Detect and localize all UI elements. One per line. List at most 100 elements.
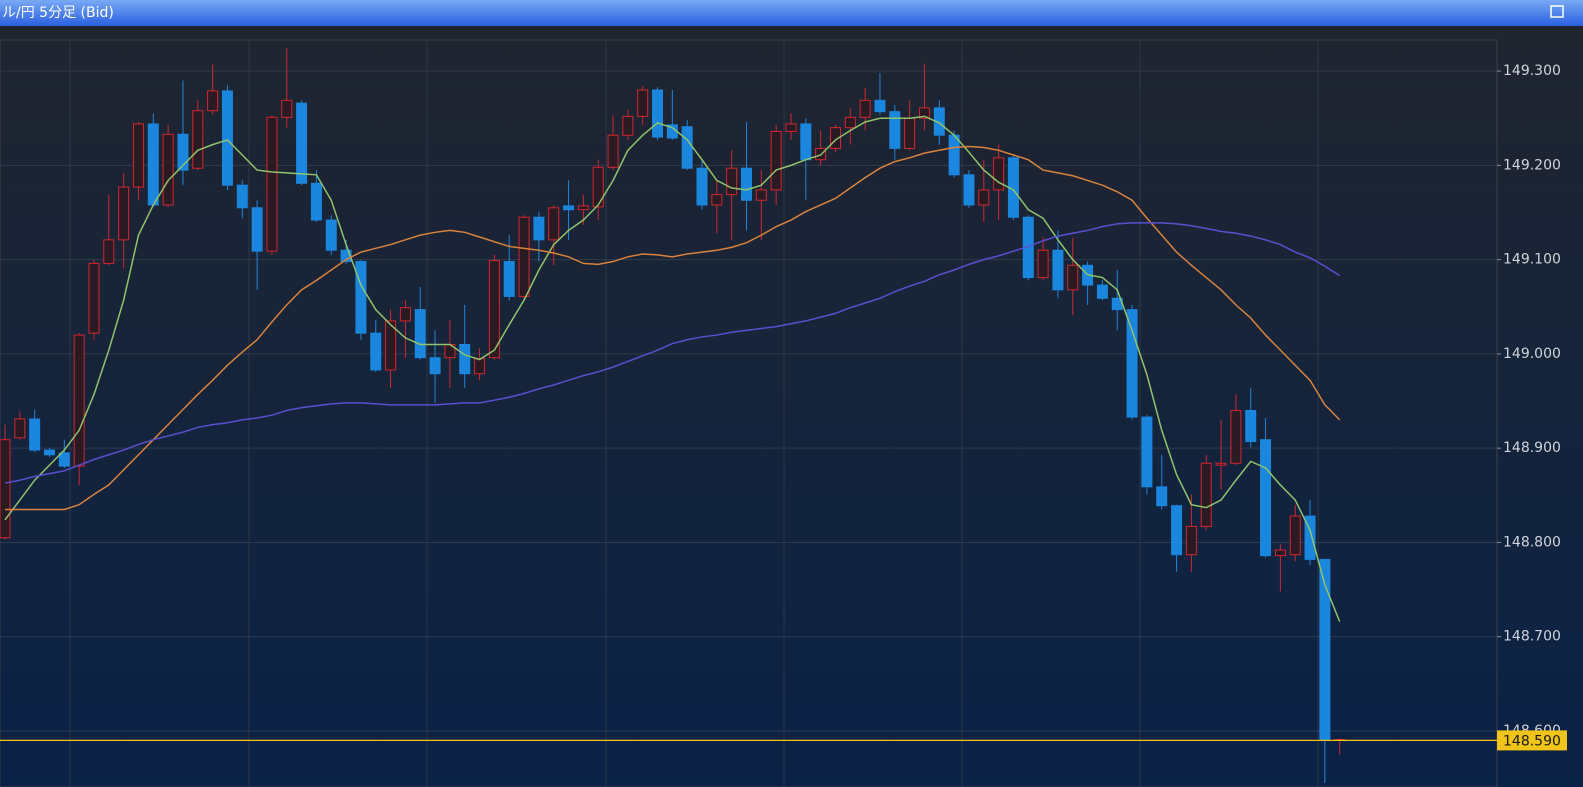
candle-body — [518, 216, 530, 297]
candle-body — [1215, 462, 1227, 466]
candle-body — [829, 127, 841, 149]
y-tick-label: 149.200 — [1503, 157, 1561, 173]
candle-body — [1037, 249, 1049, 279]
candle-body — [800, 123, 812, 161]
candle-body — [918, 107, 930, 119]
candle-body — [904, 117, 916, 149]
candle-body — [385, 320, 397, 371]
candle-body — [711, 194, 723, 206]
candle-body — [755, 189, 767, 201]
candle-body — [340, 249, 352, 263]
candle-body — [1096, 284, 1108, 299]
candle-body — [948, 134, 960, 176]
candle-body — [29, 418, 41, 451]
candle-body — [177, 133, 189, 171]
moving-average-line — [4, 222, 1341, 484]
moving-average-line — [4, 115, 1341, 622]
candle-body — [266, 116, 278, 252]
candle-body — [993, 157, 1005, 191]
candle-body — [844, 116, 856, 129]
candle-body — [1052, 249, 1064, 291]
y-tick-label: 148.800 — [1503, 534, 1561, 550]
candle-body — [607, 134, 619, 168]
candle-body — [770, 130, 782, 191]
time-grid — [69, 40, 1319, 787]
candle-body — [459, 343, 471, 375]
candle-body — [963, 174, 975, 206]
candle-body — [118, 186, 130, 241]
candle-body — [696, 167, 708, 206]
candle-body — [370, 332, 382, 371]
candle-body — [1304, 515, 1316, 560]
candle-body — [147, 123, 159, 206]
candle-body — [1230, 409, 1242, 464]
candle-body — [859, 99, 871, 118]
candle-body — [889, 111, 901, 149]
candle-body — [474, 358, 486, 375]
candle-body — [355, 261, 367, 334]
last-price-label: 148.590 — [1503, 733, 1561, 749]
chart-title: ドル/円 5分足 (Bid) — [0, 5, 114, 21]
last-price-tag — [1497, 730, 1567, 751]
candle-body — [0, 439, 11, 539]
candle-body — [1067, 264, 1079, 291]
candle-body — [726, 167, 738, 196]
candle-body — [577, 205, 589, 211]
candle-body — [592, 166, 604, 208]
candle-body — [785, 123, 797, 132]
candle-body — [1185, 525, 1197, 556]
candle-body — [236, 184, 248, 209]
candle-body — [681, 126, 693, 169]
candle-body — [533, 216, 545, 241]
candle-body — [563, 205, 575, 211]
title-bar — [0, 0, 1583, 26]
candle-body — [488, 260, 500, 359]
candle-body — [637, 89, 649, 117]
restore-button[interactable] — [1550, 5, 1564, 18]
y-tick-label: 148.900 — [1503, 440, 1561, 456]
candle-body — [14, 418, 26, 439]
candle-body — [43, 449, 55, 456]
candle-body — [1141, 416, 1153, 488]
plot — [0, 48, 1497, 783]
chart-background — [0, 26, 1583, 787]
candle-body — [162, 133, 174, 206]
candle-body — [221, 90, 233, 186]
candle-body — [741, 167, 752, 201]
candle-body — [874, 99, 886, 113]
candle-body — [429, 357, 441, 375]
candle-body — [1274, 549, 1286, 557]
candle-body — [1245, 409, 1257, 443]
candle-body — [1289, 515, 1301, 556]
candle-body — [103, 239, 115, 264]
candle-body — [192, 110, 204, 169]
candle-body — [548, 207, 560, 241]
y-tick-label: 148.700 — [1503, 629, 1561, 645]
candle-body — [132, 123, 144, 188]
candle-body — [652, 89, 664, 138]
candle-body — [1171, 505, 1183, 556]
candle-body — [58, 452, 70, 467]
candle-body — [325, 219, 337, 251]
candle-body — [251, 207, 263, 252]
candle-body — [1200, 462, 1212, 527]
moving-average-line — [5, 145, 1341, 511]
plot-frame — [0, 39, 1498, 787]
candle-body — [296, 102, 308, 184]
candle-body — [978, 189, 990, 206]
candle-body — [281, 99, 293, 118]
y-tick-label: 149.300 — [1503, 63, 1561, 79]
candle-body — [1260, 439, 1272, 557]
candle-body — [1156, 486, 1168, 507]
candle-body — [88, 262, 100, 334]
candle-body — [399, 307, 411, 322]
candle-body — [310, 182, 322, 221]
candle-body — [414, 309, 426, 359]
y-tick-label: 149.000 — [1503, 346, 1561, 362]
candle-body — [503, 261, 515, 297]
candle-body — [622, 115, 634, 136]
y-tick-label: 149.100 — [1503, 252, 1561, 268]
candle-body — [73, 334, 85, 467]
